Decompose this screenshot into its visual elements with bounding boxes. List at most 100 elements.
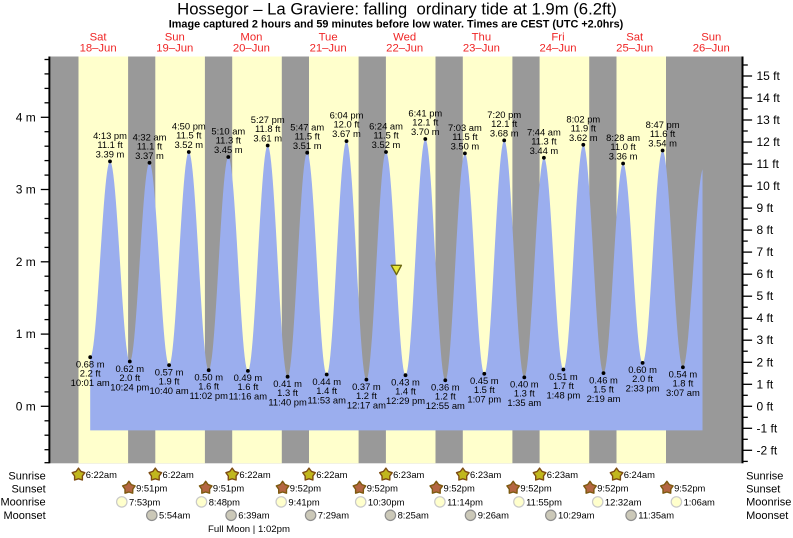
svg-text:0 ft: 0 ft (757, 399, 774, 413)
svg-text:9:52pm: 9:52pm (367, 482, 398, 493)
svg-text:6:22am: 6:22am (316, 469, 347, 480)
svg-text:2 ft: 2 ft (757, 355, 774, 369)
svg-text:Sunrise: Sunrise (8, 470, 45, 482)
svg-text:12 ft: 12 ft (757, 135, 781, 149)
svg-text:Moonrise: Moonrise (746, 497, 791, 509)
svg-text:12:32am: 12:32am (605, 496, 642, 507)
svg-text:Image captured 2 hours and 59: Image captured 2 hours and 59 minutes be… (169, 19, 624, 31)
svg-text:-2 ft: -2 ft (757, 443, 778, 457)
svg-text:3 m: 3 m (16, 183, 36, 197)
svg-text:1 m: 1 m (16, 327, 36, 341)
svg-text:8:25am: 8:25am (398, 510, 429, 521)
svg-text:6:23am: 6:23am (470, 469, 501, 480)
svg-text:2 m: 2 m (16, 255, 36, 269)
svg-text:6:23am: 6:23am (393, 469, 424, 480)
svg-text:23–Jun: 23–Jun (463, 42, 500, 54)
svg-text:6:39am: 6:39am (238, 510, 269, 521)
svg-text:Wed: Wed (393, 32, 416, 44)
svg-text:11 ft: 11 ft (757, 157, 780, 171)
svg-text:9 ft: 9 ft (757, 201, 774, 215)
svg-text:Thu: Thu (472, 32, 491, 44)
svg-text:9:52pm: 9:52pm (597, 482, 628, 493)
svg-text:24–Jun: 24–Jun (539, 42, 576, 54)
svg-text:Hossegor – La Graviere: fallin: Hossegor – La Graviere: falling ordinary… (177, 0, 617, 18)
svg-text:21–Jun: 21–Jun (310, 42, 347, 54)
svg-text:6:22am: 6:22am (163, 469, 194, 480)
svg-text:11:55pm: 11:55pm (526, 496, 562, 507)
svg-text:6:22am: 6:22am (239, 469, 270, 480)
svg-text:1:06am: 1:06am (684, 496, 715, 507)
svg-text:11:35am: 11:35am (638, 510, 674, 521)
svg-text:9:26am: 9:26am (478, 510, 509, 521)
svg-text:1 ft: 1 ft (757, 377, 774, 391)
svg-text:7:29am: 7:29am (318, 510, 349, 521)
svg-text:Moonrise: Moonrise (0, 497, 45, 509)
svg-text:Full Moon | 1:02pm: Full Moon | 1:02pm (208, 524, 290, 535)
svg-text:15 ft: 15 ft (757, 69, 781, 83)
svg-text:7 ft: 7 ft (757, 245, 774, 259)
svg-text:6 ft: 6 ft (757, 267, 774, 281)
svg-text:8 ft: 8 ft (757, 223, 774, 237)
svg-text:3 ft: 3 ft (757, 333, 774, 347)
svg-text:Mon: Mon (240, 32, 262, 44)
svg-text:22–Jun: 22–Jun (386, 42, 423, 54)
svg-text:8:48pm: 8:48pm (209, 496, 240, 507)
svg-text:5:54am: 5:54am (159, 510, 190, 521)
svg-text:9:52pm: 9:52pm (290, 482, 321, 493)
svg-text:6:23am: 6:23am (547, 469, 578, 480)
svg-text:Sat: Sat (626, 32, 644, 44)
svg-text:13 ft: 13 ft (757, 113, 781, 127)
svg-text:-1 ft: -1 ft (757, 421, 778, 435)
svg-text:Sat: Sat (90, 32, 108, 44)
svg-text:10:29am: 10:29am (558, 510, 595, 521)
svg-text:Fri: Fri (551, 32, 564, 44)
svg-text:Sunset: Sunset (746, 483, 780, 495)
svg-text:10:30pm: 10:30pm (368, 496, 405, 507)
svg-text:Sun: Sun (701, 32, 721, 44)
svg-text:0.54 m1.8 ft3:07 am: 0.54 m 1.8 ft 3:07 am (666, 369, 700, 399)
svg-text:Tue: Tue (319, 32, 338, 44)
svg-text:9:51pm: 9:51pm (136, 482, 167, 493)
svg-text:25–Jun: 25–Jun (616, 42, 653, 54)
svg-text:Sun: Sun (165, 32, 185, 44)
svg-text:Moonset: Moonset (3, 510, 45, 522)
svg-text:9:52pm: 9:52pm (444, 482, 475, 493)
svg-text:0 m: 0 m (16, 399, 36, 413)
svg-text:4 ft: 4 ft (757, 311, 774, 325)
svg-text:11:14pm: 11:14pm (447, 496, 483, 507)
svg-text:9:52pm: 9:52pm (520, 482, 551, 493)
svg-text:5 ft: 5 ft (757, 289, 774, 303)
svg-text:9:41pm: 9:41pm (288, 496, 319, 507)
svg-text:Moonset: Moonset (746, 510, 788, 522)
svg-text:14 ft: 14 ft (757, 91, 781, 105)
svg-text:10 ft: 10 ft (757, 179, 781, 193)
svg-text:9:52pm: 9:52pm (674, 482, 705, 493)
svg-text:9:51pm: 9:51pm (213, 482, 244, 493)
svg-text:0.45 m1.5 ft1:07 pm: 0.45 m 1.5 ft 1:07 pm (467, 375, 501, 405)
svg-text:Sunset: Sunset (11, 483, 45, 495)
svg-text:6:22am: 6:22am (86, 469, 117, 480)
svg-text:26–Jun: 26–Jun (693, 42, 730, 54)
svg-text:7:53pm: 7:53pm (129, 496, 160, 507)
svg-text:4 m: 4 m (16, 110, 36, 124)
svg-text:20–Jun: 20–Jun (233, 42, 270, 54)
svg-text:19–Jun: 19–Jun (156, 42, 193, 54)
svg-text:18–Jun: 18–Jun (80, 42, 117, 54)
svg-text:Sunrise: Sunrise (746, 470, 783, 482)
svg-text:6:24am: 6:24am (624, 469, 655, 480)
